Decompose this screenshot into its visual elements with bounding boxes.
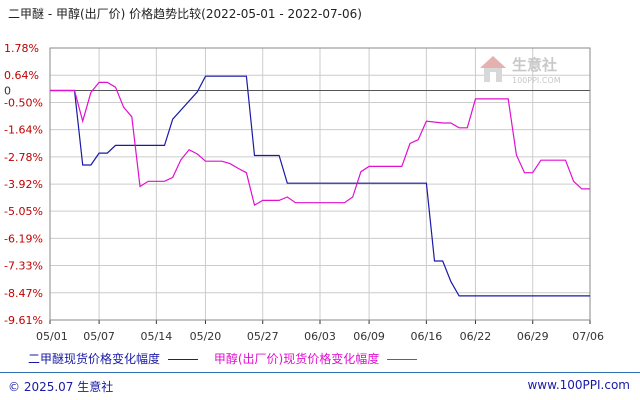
- legend-item-series1: 二甲醚现货价格变化幅度: [28, 350, 199, 367]
- y-tick-label: -1.64%: [4, 124, 43, 137]
- y-tick-label: -7.33%: [4, 260, 43, 273]
- x-tick-label: 06/03: [304, 330, 336, 343]
- y-tick-label: -0.50%: [4, 96, 43, 109]
- x-tick-label: 05/20: [190, 330, 222, 343]
- legend-swatch-series1: [168, 359, 199, 360]
- legend: 二甲醚现货价格变化幅度 甲醇(出厂价)现货价格变化幅度: [28, 350, 429, 367]
- y-tick-label: -6.19%: [4, 232, 43, 245]
- footer-copyright: © 2025.07 生意社: [8, 380, 114, 394]
- house-logo-icon: [480, 56, 506, 82]
- legend-item-series2: 甲醇(出厂价)现货价格变化幅度: [213, 350, 418, 367]
- x-tick-label: 05/07: [83, 330, 115, 343]
- plot-frame: [49, 47, 591, 321]
- x-tick-label: 06/16: [411, 330, 443, 343]
- watermark-text: 生意社: [512, 56, 558, 74]
- x-tick-label: 06/22: [460, 330, 492, 343]
- footer-divider: [0, 372, 640, 373]
- legend-label-series2: 甲醇(出厂价)现货价格变化幅度: [213, 352, 380, 366]
- x-tick-label: 05/27: [247, 330, 279, 343]
- y-tick-label: 0.64%: [4, 69, 39, 82]
- chart-title: 二甲醚 - 甲醇(出厂价) 价格趋势比较(2022-05-01 - 2022-0…: [8, 7, 362, 21]
- watermark-sub: 100PPI.COM: [512, 76, 561, 85]
- footer-site-link[interactable]: www.100PPI.com: [527, 378, 630, 392]
- y-tick-label: -5.05%: [4, 205, 43, 218]
- y-tick-label: -9.61%: [4, 314, 43, 327]
- watermark: 生意社 100PPI.COM: [478, 54, 578, 94]
- tick-label-layer: 1.78% 0.64% -0.50% -1.64% -2.78% -3.92% -5.05%…: [4, 42, 604, 343]
- line-chart: 1.78% 0.64% -0.50% -1.64% -2.78% -3.92% -5.05%…: [4, 42, 604, 343]
- series-line-1: [50, 75, 590, 297]
- series-line-2: [50, 81, 590, 207]
- axis-layer: [49, 47, 591, 324]
- series-layer: [50, 75, 590, 297]
- x-tick-label: 05/14: [141, 330, 173, 343]
- y-tick-label: -3.92%: [4, 178, 43, 191]
- zero-tick-label: 0: [4, 85, 11, 98]
- x-tick-label: 07/06: [572, 330, 604, 343]
- x-tick-label: 06/09: [353, 330, 385, 343]
- x-tick-label: 06/29: [517, 330, 549, 343]
- legend-swatch-series2: [387, 359, 418, 360]
- legend-label-series1: 二甲醚现货价格变化幅度: [28, 352, 161, 366]
- y-tick-label: -2.78%: [4, 151, 43, 164]
- x-tick-label: 05/01: [36, 330, 68, 343]
- y-tick-label: 1.78%: [4, 42, 39, 55]
- y-tick-label: -8.47%: [4, 287, 43, 300]
